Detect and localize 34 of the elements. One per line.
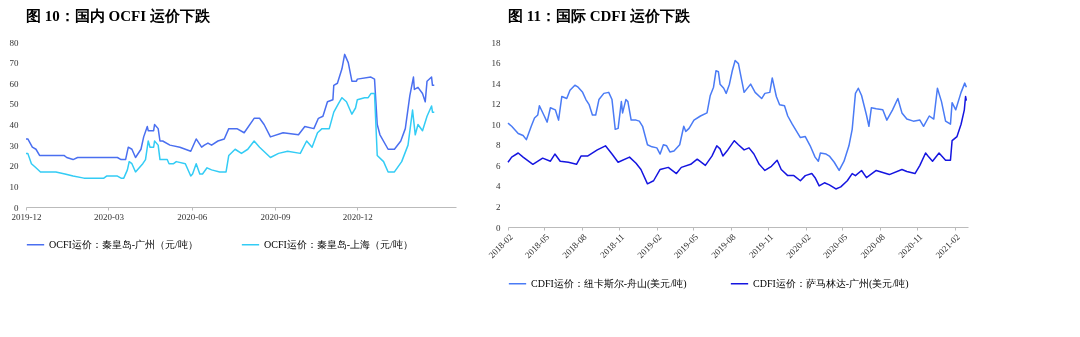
y-tick-label: 30	[9, 140, 19, 151]
chart-title: 图 11：国际 CDFI 运价下跌	[508, 8, 692, 24]
y-tick-label: 8	[496, 140, 501, 151]
legend-label: OCFI运价：秦皇岛-广州（元/吨）	[49, 238, 198, 250]
legend-label: OCFI运价：秦皇岛-上海（元/吨）	[264, 238, 413, 250]
y-tick-label: 40	[9, 120, 19, 130]
y-tick-label: 16	[491, 58, 501, 69]
y-tick-label: 20	[9, 161, 19, 172]
y-tick-label: 70	[9, 58, 19, 69]
line-series	[25, 53, 436, 161]
y-tick-label: 0	[496, 222, 501, 233]
y-tick-label: 2	[496, 201, 501, 212]
y-tick-label: 0	[14, 202, 19, 213]
chart-title: 图 10：国内 OCFI 运价下跌	[26, 8, 211, 24]
y-tick-label: 10	[9, 181, 19, 192]
x-tick-label: 2020-12	[342, 211, 373, 222]
x-tick-label: 2020-09	[260, 211, 291, 222]
legend-label: CDFI运价：萨马林达-广州(美元/吨)	[753, 277, 909, 290]
x-tick-label: 2020-06	[177, 211, 208, 222]
y-tick-label: 4	[496, 181, 501, 192]
y-tick-label: 6	[496, 160, 501, 171]
y-tick-label: 80	[9, 37, 19, 48]
x-tick-label: 2020-03	[93, 211, 125, 222]
line-series	[507, 59, 968, 172]
y-tick-label: 50	[9, 99, 19, 110]
y-tick-label: 60	[9, 78, 19, 89]
y-tick-label: 12	[491, 99, 501, 110]
legend-label: CDFI运价：纽卡斯尔-舟山(美元/吨)	[531, 277, 687, 290]
y-tick-label: 14	[491, 78, 501, 89]
line-series	[507, 95, 968, 190]
line-series	[25, 92, 436, 179]
y-tick-label: 18	[491, 37, 501, 48]
y-tick-label: 10	[491, 119, 501, 130]
x-tick-label: 2019-12	[11, 211, 42, 222]
